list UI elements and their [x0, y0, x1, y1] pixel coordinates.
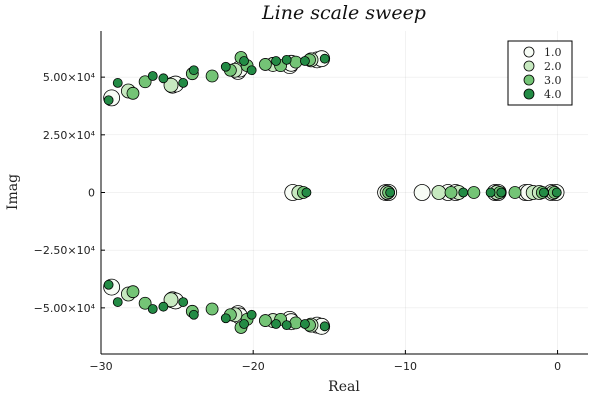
data-point — [289, 316, 303, 330]
data-point — [220, 61, 231, 72]
data-point — [413, 184, 431, 201]
series-4.0 — [103, 53, 562, 332]
data-point — [538, 187, 549, 198]
x-tick-label: −20 — [242, 360, 265, 373]
data-point — [300, 56, 310, 66]
data-point — [485, 187, 496, 198]
data-point — [188, 309, 199, 320]
data-point — [258, 314, 272, 327]
data-point — [178, 297, 189, 307]
y-axis-label: Imag — [5, 174, 21, 210]
data-point — [319, 53, 330, 64]
data-point — [126, 86, 140, 100]
data-point — [147, 71, 158, 81]
data-point — [271, 319, 281, 329]
data-point — [431, 185, 447, 200]
axes-layer: −30 −20 −10 0 −5.00×10⁴ −2.50×10⁴ 0 2.50×10⁴ 5.0… — [34, 31, 588, 373]
data-point — [126, 285, 140, 299]
data-point — [239, 56, 249, 66]
data-point — [246, 65, 257, 76]
data-point — [112, 297, 123, 307]
x-tick-label: 0 — [554, 360, 561, 373]
data-point — [551, 187, 562, 198]
data-point — [289, 55, 303, 69]
data-point — [147, 304, 158, 314]
data-point — [281, 320, 292, 331]
data-point — [178, 78, 189, 88]
data-point — [300, 319, 310, 329]
data-point — [158, 73, 169, 84]
data-point — [246, 309, 257, 320]
data-point — [467, 186, 481, 199]
chart-title: Line scale sweep — [261, 2, 426, 24]
x-axis-label: Real — [328, 379, 360, 395]
data-point — [220, 313, 231, 324]
data-point — [205, 302, 219, 316]
data-point — [385, 187, 396, 198]
legend-marker — [523, 74, 535, 86]
y-tick-label: 2.50×10⁴ — [43, 129, 96, 142]
legend-label: 1.0 — [544, 46, 562, 59]
data-point — [301, 187, 312, 198]
y-tick-label: 5.00×10⁴ — [43, 71, 96, 84]
data-point — [163, 292, 179, 308]
legend-box — [507, 40, 573, 106]
data-point — [205, 69, 219, 83]
y-tick-label: −5.00×10⁴ — [34, 302, 96, 315]
data-point — [508, 186, 522, 199]
y-tick-label: −2.50×10⁴ — [34, 244, 96, 257]
legend-label: 2.0 — [544, 60, 562, 73]
legend-marker — [523, 46, 535, 58]
data-point — [158, 301, 169, 312]
data-point — [444, 186, 458, 199]
points-layer — [103, 50, 565, 335]
data-point — [258, 58, 272, 71]
data-point — [271, 56, 281, 66]
data-point — [103, 95, 114, 106]
x-tick-label: −30 — [89, 360, 112, 373]
data-point — [163, 77, 179, 93]
x-tick-label: −10 — [394, 360, 417, 373]
data-point — [112, 78, 123, 88]
legend-label: 4.0 — [544, 88, 562, 101]
data-point — [103, 279, 114, 290]
data-point — [239, 319, 249, 329]
grid-layer — [100, 31, 588, 354]
y-tick-label: 0 — [88, 187, 95, 200]
legend-marker — [523, 88, 535, 100]
legend-marker — [523, 60, 535, 72]
data-point — [281, 54, 292, 65]
legend-label: 3.0 — [544, 74, 562, 87]
data-point — [138, 75, 152, 89]
data-point — [458, 187, 469, 198]
data-point — [319, 321, 330, 332]
data-point — [188, 65, 199, 76]
legend: 1.02.03.04.0 — [507, 40, 573, 106]
data-point — [138, 296, 152, 310]
data-point — [496, 187, 507, 198]
